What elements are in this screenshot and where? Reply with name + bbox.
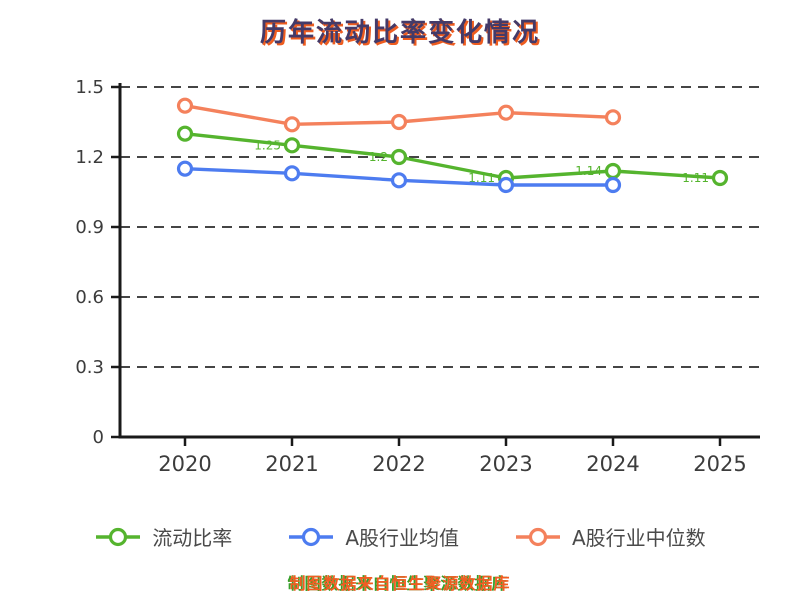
data-point-current-ratio-2022 — [390, 148, 408, 166]
y-tick-label: 1.2 — [75, 147, 104, 168]
data-label-current-ratio-2021: 1.25 — [254, 138, 281, 152]
x-tick-label: 2024 — [586, 452, 639, 476]
data-point-current-ratio-2025 — [711, 169, 729, 187]
legend-marker-industry-median — [516, 527, 560, 546]
x-tick-label: 2022 — [372, 452, 425, 476]
data-point-a-share-industry-median-2023 — [497, 104, 515, 121]
data-point-current-ratio-2024 — [604, 162, 622, 180]
legend-label-industry-median: A股行业中位数 — [572, 526, 706, 550]
data-point-a-share-industry-median-2024 — [604, 109, 622, 126]
series-line-current-ratio — [184, 131, 721, 180]
data-label-current-ratio-2025: 1.11 — [682, 171, 709, 185]
legend-item-current-ratio: 流动比率 — [94, 522, 232, 551]
data-point-a-share-industry-median-2022 — [390, 113, 408, 131]
x-tick-label: 2021 — [265, 452, 318, 476]
legend-label-industry-mean: A股行业均值 — [345, 526, 459, 550]
y-tick-label: 0.9 — [75, 217, 104, 238]
data-label-current-ratio-2023: 1.11 — [468, 171, 495, 185]
data-point-current-ratio-2021 — [283, 137, 301, 154]
legend-item-industry-median: A股行业中位数 — [514, 522, 706, 551]
legend-marker-current-ratio — [96, 527, 141, 546]
y-tick-label: 0 — [93, 427, 104, 448]
legend-marker-industry-mean — [289, 527, 334, 546]
line-chart: 0 0.3 0.6 0.9 1.2 1.5 2020 2021 2022 2023 2024 2025… — [75, 77, 760, 476]
data-point-a-share-industry-mean-2024 — [604, 176, 622, 194]
chart-title: 历年流动比率变化情况 — [259, 18, 540, 48]
y-tick-label: 0.3 — [75, 357, 104, 378]
x-tick-label: 2023 — [479, 452, 532, 476]
data-point-a-share-industry-mean-2021 — [283, 165, 301, 182]
data-point-current-ratio-2020 — [176, 125, 194, 142]
y-tick-label: 1.5 — [75, 77, 104, 98]
chart-legend: 流动比率 A股行业均值 A股行业中位数 — [0, 522, 800, 551]
legend-label-current-ratio: 流动比率 — [152, 526, 233, 550]
data-point-a-share-industry-mean-2022 — [390, 172, 408, 189]
x-tick-label: 2020 — [158, 452, 211, 476]
data-point-a-share-industry-mean-2020 — [176, 160, 194, 177]
data-point-a-share-industry-mean-2023 — [497, 176, 515, 194]
legend-item-industry-mean: A股行业均值 — [287, 522, 459, 551]
data-point-a-share-industry-median-2020 — [176, 97, 194, 114]
data-label-current-ratio-2022: 1.2 — [369, 150, 388, 164]
data-label-current-ratio-2024: 1.14 — [575, 164, 602, 178]
data-source-note: 制图数据来自恒生聚源数据库 — [289, 574, 511, 593]
x-tick-label: 2025 — [693, 452, 746, 476]
y-tick-label: 0.6 — [75, 287, 104, 308]
data-point-a-share-industry-median-2021 — [283, 116, 301, 133]
